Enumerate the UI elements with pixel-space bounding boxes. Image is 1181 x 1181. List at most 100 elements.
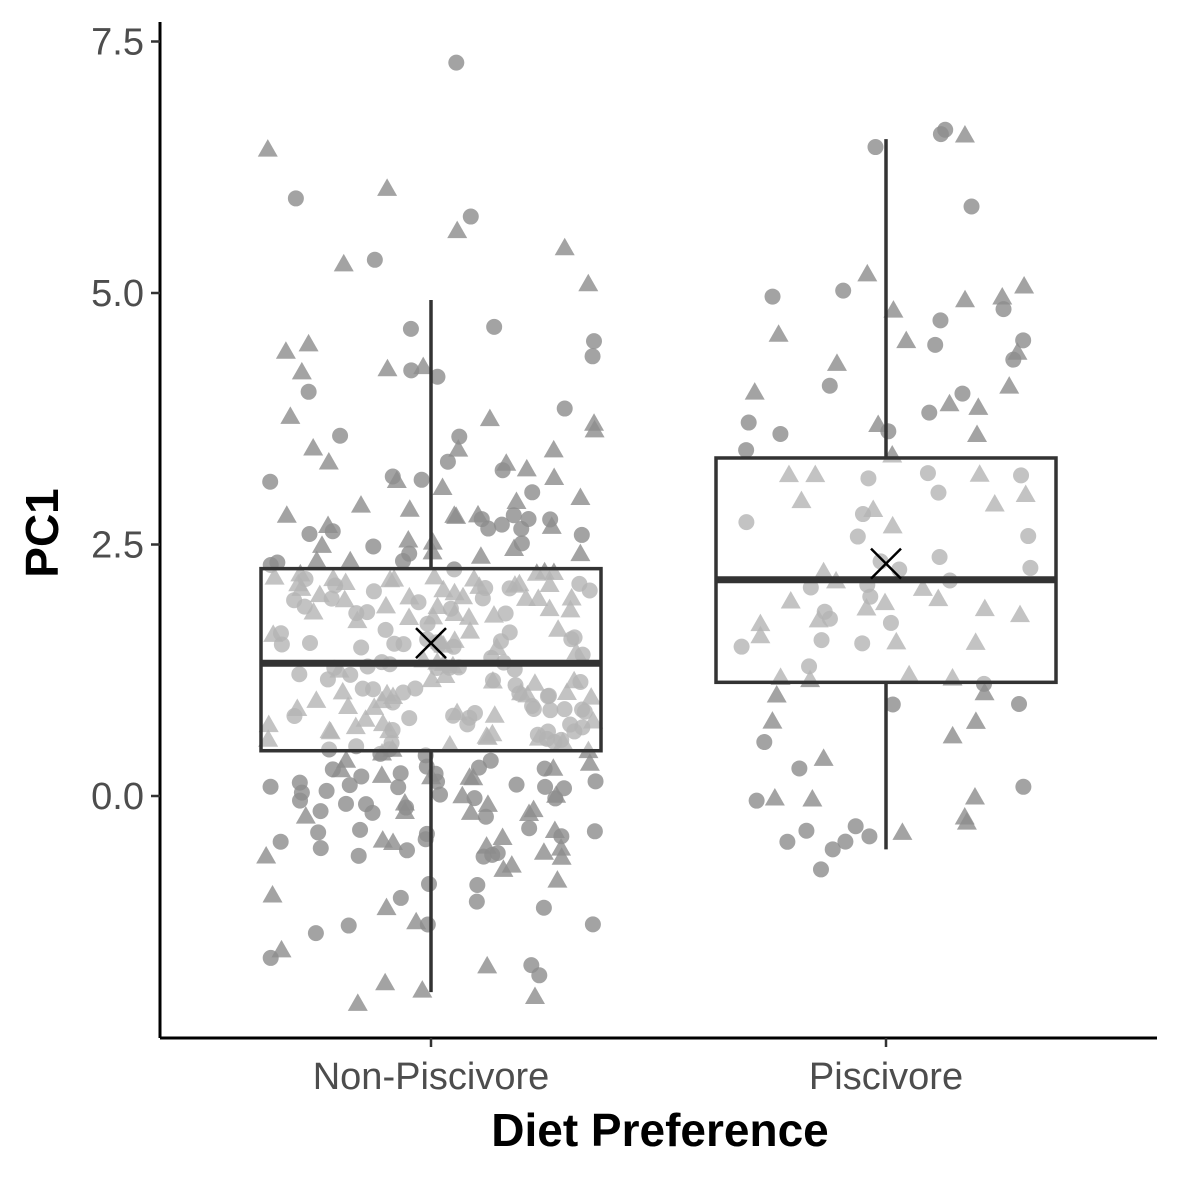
data-point-triangle bbox=[379, 720, 400, 739]
data-point-circle bbox=[352, 821, 369, 838]
data-point-circle bbox=[927, 336, 944, 353]
data-point-circle bbox=[429, 368, 446, 385]
data-point-triangle bbox=[805, 464, 826, 483]
data-point-triangle bbox=[964, 786, 985, 805]
data-point-circle bbox=[1013, 467, 1030, 484]
data-point-triangle bbox=[372, 830, 393, 848]
data-point-circle bbox=[733, 638, 750, 655]
mean-marker bbox=[415, 627, 447, 659]
data-point-triangle bbox=[439, 734, 460, 753]
data-point-triangle bbox=[942, 725, 963, 744]
data-point-circle bbox=[272, 833, 289, 850]
data-point-triangle bbox=[262, 884, 283, 903]
data-point-circle bbox=[439, 453, 456, 470]
data-point-triangle bbox=[334, 589, 355, 608]
data-point-triangle bbox=[258, 729, 279, 747]
data-point-triangle bbox=[762, 711, 783, 729]
data-point-triangle bbox=[556, 682, 577, 700]
data-point-circle bbox=[556, 400, 573, 417]
data-point-circle bbox=[813, 632, 830, 649]
data-point-circle bbox=[802, 579, 819, 596]
data-point-triangle bbox=[394, 801, 415, 820]
data-point-circle bbox=[861, 828, 878, 845]
data-point-triangle bbox=[570, 543, 591, 562]
data-point-circle bbox=[413, 471, 430, 488]
data-point-triangle bbox=[744, 382, 765, 400]
data-point-triangle bbox=[448, 439, 469, 457]
data-point-circle bbox=[312, 840, 329, 857]
data-point-circle bbox=[462, 208, 479, 225]
data-point-triangle bbox=[764, 788, 785, 806]
data-point-circle bbox=[772, 425, 789, 442]
data-point-triangle bbox=[826, 353, 847, 371]
data-point-circle bbox=[407, 680, 424, 697]
data-point-circle bbox=[386, 635, 403, 652]
data-point-triangle bbox=[447, 220, 468, 239]
data-point-circle bbox=[337, 795, 354, 812]
data-point-triangle bbox=[291, 578, 312, 596]
y-tick-label: 0.0 bbox=[91, 776, 144, 818]
data-point-circle bbox=[420, 875, 437, 892]
data-point-triangle bbox=[492, 827, 513, 845]
data-point-circle bbox=[365, 583, 382, 600]
data-point-triangle bbox=[856, 598, 877, 616]
iqr-box bbox=[259, 566, 603, 753]
data-point-triangle bbox=[336, 750, 357, 768]
data-point-triangle bbox=[506, 491, 527, 509]
data-point-circle bbox=[849, 528, 866, 545]
data-point-triangle bbox=[560, 599, 581, 618]
data-point-triangle bbox=[539, 598, 560, 617]
data-point-triangle bbox=[750, 625, 771, 644]
data-point-triangle bbox=[533, 842, 554, 860]
y-tick-label: 2.5 bbox=[91, 525, 144, 567]
data-point-triangle bbox=[295, 806, 316, 824]
data-point-triangle bbox=[484, 705, 505, 723]
data-point-circle bbox=[432, 786, 449, 803]
data-point-triangle bbox=[477, 794, 498, 812]
data-point-circle bbox=[482, 752, 499, 769]
data-point-circle bbox=[402, 320, 419, 337]
data-point-triangle bbox=[956, 812, 977, 830]
data-point-circle bbox=[860, 470, 877, 487]
data-point-triangle bbox=[1014, 275, 1035, 294]
data-point-circle bbox=[501, 624, 518, 641]
data-point-circle bbox=[930, 484, 947, 501]
data-point-triangle bbox=[496, 453, 517, 471]
data-point-triangle bbox=[578, 273, 599, 292]
data-point-triangle bbox=[350, 495, 371, 513]
data-point-circle bbox=[821, 377, 838, 394]
data-point-circle bbox=[1015, 778, 1032, 795]
data-point-circle bbox=[318, 782, 335, 799]
data-point-triangle bbox=[967, 424, 988, 442]
data-point-circle bbox=[353, 768, 370, 785]
data-point-circle bbox=[963, 198, 980, 215]
data-point-triangle bbox=[984, 494, 1005, 512]
data-point-circle bbox=[1022, 559, 1039, 576]
data-point-circle bbox=[353, 639, 370, 656]
data-point-triangle bbox=[955, 289, 976, 308]
data-point-triangle bbox=[364, 697, 385, 715]
data-point-triangle bbox=[899, 664, 920, 683]
data-point-triangle bbox=[258, 714, 279, 733]
data-point-triangle bbox=[482, 723, 503, 742]
data-point-triangle bbox=[345, 716, 366, 735]
data-point-triangle bbox=[479, 408, 500, 427]
data-point-circle bbox=[319, 671, 336, 688]
data-point-circle bbox=[507, 677, 524, 694]
data-point-triangle bbox=[883, 300, 904, 318]
data-point-circle bbox=[524, 484, 541, 501]
data-point-circle bbox=[332, 427, 349, 444]
data-point-circle bbox=[824, 841, 841, 858]
data-point-triangle bbox=[303, 602, 324, 620]
data-point-triangle bbox=[433, 579, 454, 598]
data-point-triangle bbox=[333, 253, 354, 272]
data-point-circle bbox=[505, 507, 522, 524]
data-point-circle bbox=[932, 312, 949, 329]
iqr-box bbox=[714, 456, 1058, 685]
data-point-triangle bbox=[516, 458, 537, 477]
data-point-triangle bbox=[452, 785, 473, 804]
data-point-triangle bbox=[470, 546, 491, 564]
data-point-triangle bbox=[444, 505, 465, 523]
x-axis-title: Diet Preference bbox=[491, 1104, 829, 1156]
data-point-circle bbox=[419, 615, 436, 632]
